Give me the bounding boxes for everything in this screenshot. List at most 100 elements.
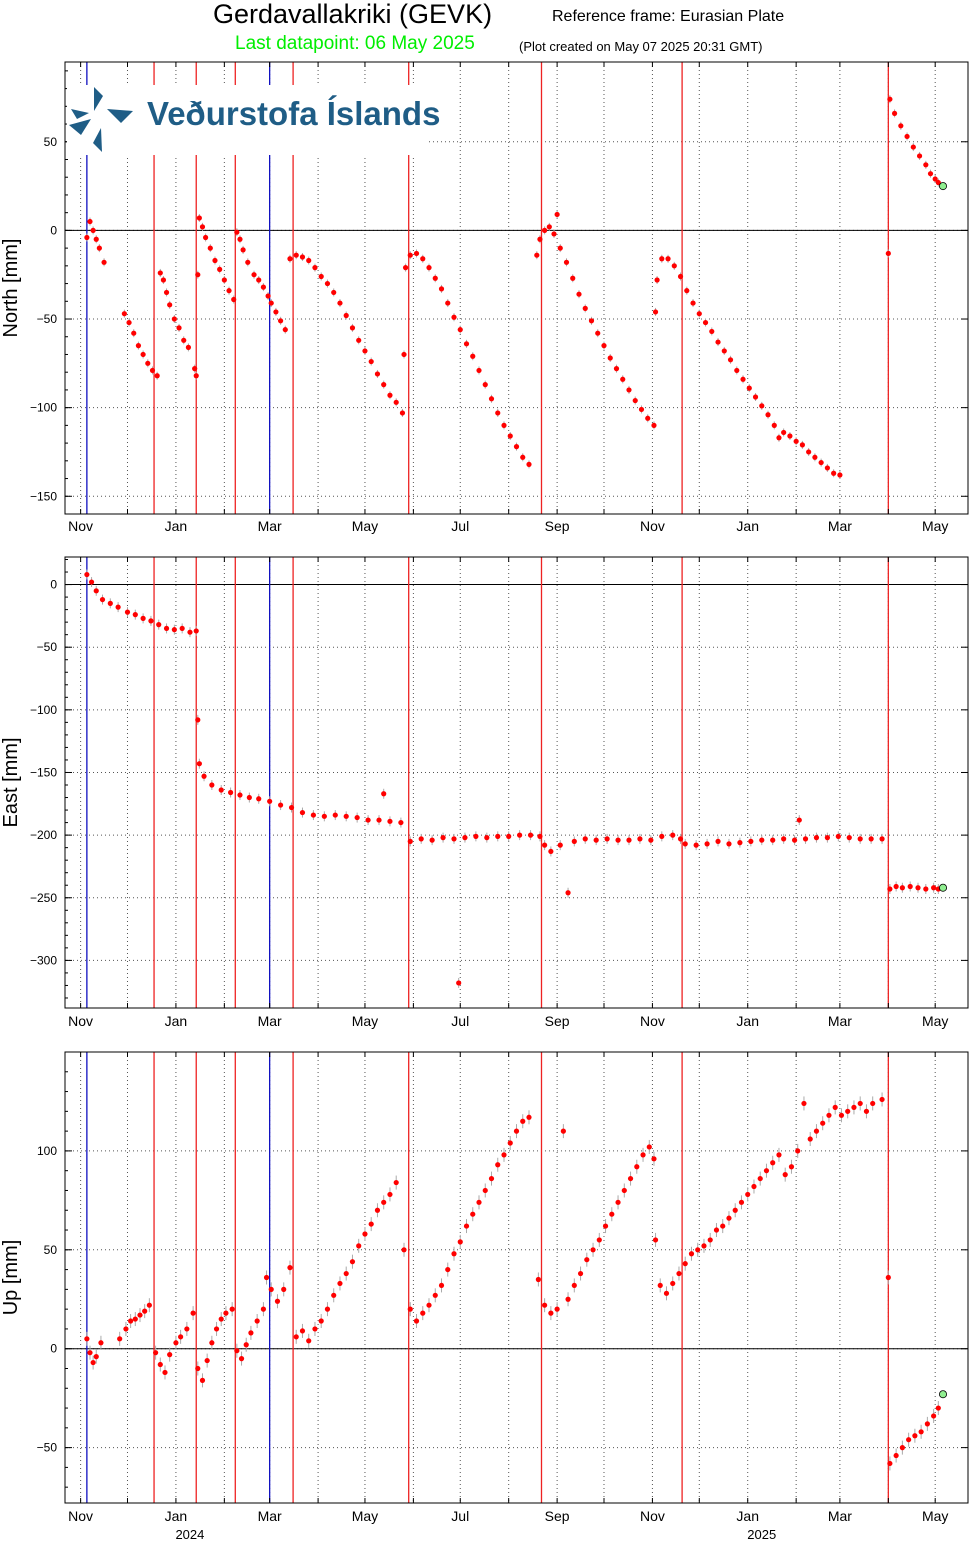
data-point — [387, 392, 393, 398]
data-point — [387, 1191, 393, 1198]
data-point — [513, 444, 520, 450]
data-point — [787, 433, 793, 439]
data-point — [137, 1312, 143, 1318]
x-tick-label: Jan — [736, 1013, 759, 1029]
data-point — [274, 1298, 281, 1304]
data-point — [90, 227, 96, 233]
data-point — [916, 153, 923, 159]
data-point — [520, 1118, 526, 1124]
data-point — [254, 1318, 260, 1324]
data-point — [807, 1136, 813, 1142]
x-tick-label: Jan — [165, 1508, 188, 1524]
data-point — [506, 833, 512, 839]
data-point — [507, 433, 513, 439]
data-point — [332, 812, 338, 818]
last-data-point — [939, 1390, 948, 1399]
data-point — [209, 782, 215, 788]
y-tick-label: −200 — [30, 828, 57, 842]
data-point — [256, 796, 262, 802]
data-point — [157, 270, 163, 276]
data-point — [513, 1128, 520, 1134]
data-point — [488, 1175, 495, 1182]
data-point — [132, 612, 138, 618]
data-point — [495, 833, 501, 839]
panel-1: Nov Jan Mar May Jul Sep Nov Jan Mar May −150 −100 −5… — [0, 61, 969, 534]
data-point — [176, 325, 182, 331]
data-point — [887, 96, 893, 102]
panel-3: Nov Jan Mar May Jul Sep Nov Jan Mar May −50 0 50 100 U… — [0, 1051, 969, 1542]
data-point — [818, 459, 824, 466]
data-point — [268, 1286, 274, 1292]
data-point — [240, 247, 246, 253]
data-point — [484, 835, 490, 841]
data-point — [237, 236, 243, 242]
data-point — [806, 449, 812, 455]
data-point — [420, 256, 426, 262]
data-point — [331, 1292, 337, 1298]
data-point — [659, 833, 665, 839]
data-point — [546, 224, 552, 230]
data-point — [218, 1316, 224, 1322]
data-point — [726, 1215, 732, 1221]
last-data-point — [939, 883, 948, 892]
data-point — [238, 1356, 245, 1362]
reference-frame-label: Reference frame: Eurasian Plate — [552, 8, 785, 25]
data-point — [835, 833, 841, 839]
data-point — [602, 1223, 609, 1229]
data-point — [634, 1164, 640, 1170]
data-point — [781, 429, 787, 436]
data-point — [652, 309, 659, 315]
logo-text: Veðurstofa Íslands — [147, 95, 441, 132]
data-point — [565, 1296, 571, 1302]
data-point — [457, 327, 463, 333]
data-point — [931, 1413, 937, 1419]
data-point — [571, 838, 577, 844]
data-point — [231, 296, 237, 303]
data-point — [812, 454, 818, 460]
data-point — [324, 1306, 331, 1312]
data-point — [263, 1274, 270, 1281]
data-point — [418, 836, 424, 842]
data-point — [157, 1361, 163, 1368]
data-point — [156, 622, 162, 628]
data-point — [654, 277, 660, 283]
data-point — [476, 1199, 482, 1205]
data-point — [495, 1162, 501, 1168]
data-point — [237, 792, 243, 798]
data-point — [288, 804, 295, 811]
data-point — [548, 1310, 554, 1316]
data-point — [542, 1302, 548, 1308]
data-point — [185, 344, 192, 350]
x-tick-label: Nov — [68, 518, 93, 534]
data-point — [343, 813, 349, 819]
data-point — [318, 273, 324, 280]
data-point — [93, 236, 99, 242]
data-point — [229, 1306, 235, 1312]
data-point — [107, 600, 113, 606]
data-point — [101, 259, 107, 265]
data-point — [782, 1172, 788, 1178]
data-point — [770, 837, 776, 843]
data-point — [482, 382, 488, 388]
data-point — [399, 410, 406, 416]
data-point — [748, 838, 754, 844]
data-point — [277, 318, 284, 324]
data-point — [737, 840, 743, 846]
data-point — [802, 836, 809, 842]
data-point — [813, 1128, 820, 1134]
x-tick-label: May — [922, 1013, 948, 1029]
data-point — [306, 257, 312, 264]
data-point — [891, 110, 898, 117]
data-point — [501, 1152, 507, 1158]
data-point — [374, 1207, 381, 1213]
data-point — [906, 1437, 912, 1443]
data-point — [646, 1144, 652, 1150]
data-point — [542, 842, 548, 848]
data-point — [904, 133, 910, 140]
data-point — [87, 1350, 93, 1356]
data-point — [535, 1276, 541, 1283]
x-tick-label: Mar — [258, 1508, 282, 1524]
data-point — [343, 1270, 349, 1277]
data-point — [312, 1326, 318, 1332]
data-point — [413, 250, 420, 257]
